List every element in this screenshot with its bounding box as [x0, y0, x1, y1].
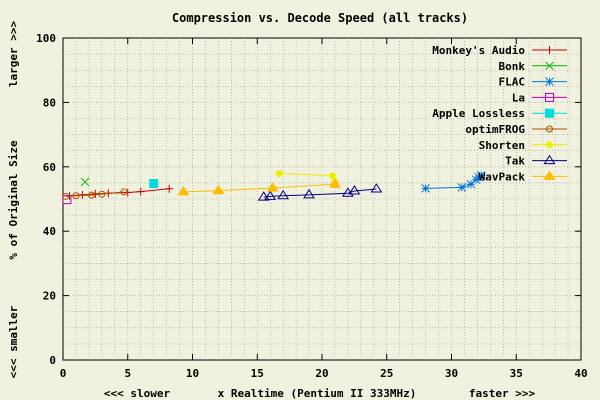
x-tick-label: 0 — [60, 367, 67, 380]
data-point-tak — [348, 185, 361, 195]
x-axis-label: x Realtime (Pentium II 333MHz) — [218, 387, 417, 400]
legend-label-optimfrog: optimFROG — [465, 123, 525, 136]
data-point-optimfrog — [62, 192, 70, 200]
legend-marker-wavpack — [543, 170, 556, 180]
x-tick-label: 40 — [574, 367, 587, 380]
y-axis-label-bottom: <<< smaller — [7, 305, 20, 378]
data-point-optimfrog — [87, 191, 95, 199]
legend-marker-la — [545, 92, 554, 102]
x-tick-label: 30 — [445, 367, 458, 380]
series-la — [62, 195, 72, 205]
x-axis-label-right: faster >>> — [469, 387, 536, 400]
data-point-monkey-s-audio — [78, 190, 87, 199]
x-tick-label: 10 — [186, 367, 199, 380]
legend-marker-shorten — [546, 141, 553, 149]
data-point-wavpack — [177, 185, 190, 196]
legend-label-shorten: Shorten — [479, 139, 525, 152]
data-point-apple-lossless — [149, 179, 159, 189]
data-point-optimfrog — [120, 188, 128, 196]
y-tick-label: 100 — [36, 32, 56, 45]
legend-label-wavpack: WavPack — [479, 170, 526, 183]
data-point-monkey-s-audio — [136, 187, 145, 196]
series-line-shorten — [279, 173, 336, 183]
series-apple-lossless — [149, 179, 159, 189]
x-tick-label: 20 — [315, 367, 328, 380]
data-point-wavpack — [266, 182, 279, 192]
data-point-flac — [474, 172, 484, 182]
series-optimfrog — [62, 188, 128, 200]
data-point-flac — [466, 179, 476, 189]
data-point-wavpack — [329, 178, 341, 188]
data-point-tak — [303, 188, 315, 199]
series-line-tak — [263, 188, 377, 198]
legend-marker-bonk — [545, 61, 554, 71]
legend-marker-monkey-s-audio — [545, 46, 554, 54]
data-point-monkey-s-audio — [91, 189, 100, 198]
data-point-monkey-s-audio — [123, 188, 132, 197]
legend-marker-apple-lossless — [545, 108, 554, 118]
series-wavpack — [177, 178, 341, 196]
plot-area: 0 5 10 15 20 25 30 35 40 0 20 40 60 80 100 Monkey's Aud… — [36, 32, 588, 380]
series-flac — [421, 171, 486, 193]
data-point-wavpack — [212, 184, 225, 195]
x-tick-label: 5 — [124, 367, 131, 380]
y-tick-label: 60 — [43, 161, 56, 174]
data-point-tak — [277, 189, 290, 200]
chart-title: Compression vs. Decode Speed (all tracks… — [172, 11, 468, 25]
data-point-optimfrog — [98, 190, 106, 198]
data-point-shorten — [328, 172, 336, 180]
data-point-la — [62, 195, 72, 205]
data-point-flac — [457, 183, 467, 192]
legend-label-apple-lossless: Apple Lossless — [432, 107, 525, 120]
series-tak — [257, 183, 383, 201]
series-line-wavpack — [183, 183, 335, 193]
series-bonk — [80, 177, 90, 187]
legend-label-monkey-s-audio: Monkey's Audio — [432, 44, 525, 57]
data-point-optimfrog — [72, 192, 80, 200]
data-point-bonk — [80, 177, 90, 187]
legend-label-la: La — [512, 91, 525, 104]
data-point-tak — [257, 191, 270, 201]
x-tick-label: 35 — [510, 367, 523, 380]
x-axis-label-left: <<< slower — [104, 387, 171, 400]
data-point-tak — [370, 183, 383, 193]
legend-marker-flac — [545, 77, 554, 86]
y-tick-label: 40 — [43, 225, 56, 238]
legend-marker-tak — [543, 154, 556, 165]
y-tick-label: 0 — [49, 354, 56, 367]
legend-label-tak: Tak — [505, 155, 525, 168]
y-tick-label: 20 — [43, 290, 56, 303]
legend: Monkey's Audio Bonk FLAC La Apple Lossless op… — [432, 44, 567, 183]
legend-marker-optimfrog — [546, 125, 553, 133]
data-point-shorten — [275, 170, 283, 178]
y-tick-label: 80 — [43, 96, 56, 109]
legend-label-flac: FLAC — [499, 76, 526, 89]
data-point-tak — [264, 190, 277, 200]
data-point-monkey-s-audio — [165, 184, 174, 193]
y-axis-label: % of Original Size — [7, 140, 20, 260]
x-tick-label: 15 — [251, 367, 264, 380]
x-tick-label: 25 — [380, 367, 393, 380]
data-point-flac — [421, 184, 430, 193]
data-point-flac — [476, 171, 486, 180]
y-axis-label-top: larger >>> — [7, 21, 20, 88]
legend-label-bonk: Bonk — [499, 60, 526, 73]
